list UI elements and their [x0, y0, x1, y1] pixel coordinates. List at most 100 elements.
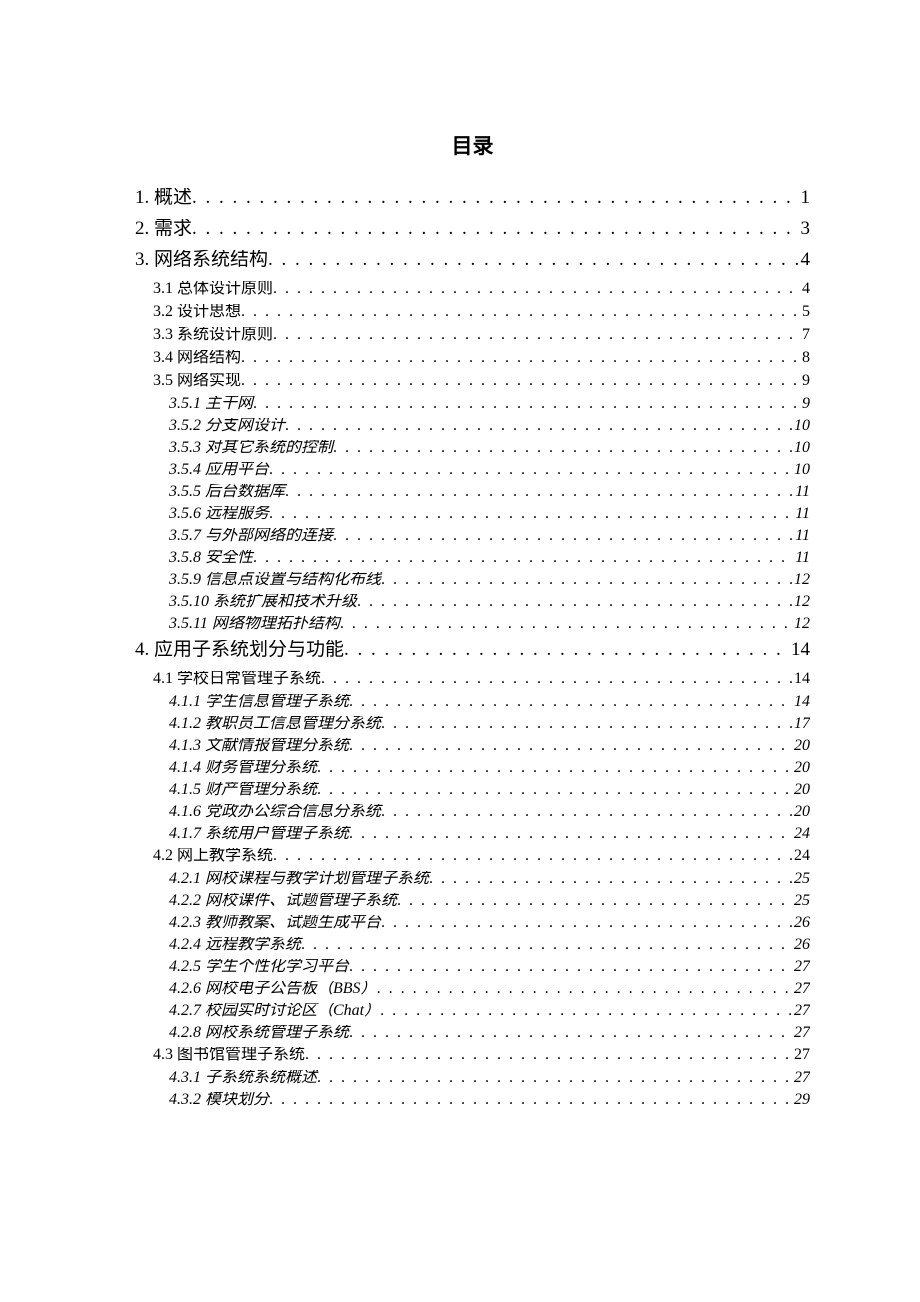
toc-dots — [321, 671, 792, 687]
toc-entry-page: 11 — [793, 484, 810, 500]
toc-entry-page: 10 — [792, 418, 810, 434]
toc-entry-page: 1 — [799, 188, 811, 207]
toc-entry: 3.2 设计思想 5 — [135, 304, 810, 320]
toc-dots — [285, 418, 792, 434]
toc-entry: 3.5.3 对其它系统的控制10 — [135, 440, 810, 456]
toc-entry-label: 3.4 网络结构 — [153, 350, 241, 366]
toc-entry: 1. 概述 1 — [135, 188, 810, 207]
toc-entry-label: 4.1.2 教职员工信息管理分系统 — [169, 716, 381, 732]
toc-entry: 4.3 图书馆管理子系统 27 — [135, 1047, 810, 1063]
toc-dots — [273, 848, 792, 864]
toc-dots — [381, 804, 792, 820]
toc-entry: 4.2.1 网校课程与教学计划管理子系统25 — [135, 871, 810, 887]
toc-entry-page: 11 — [793, 550, 810, 566]
toc-entry: 4.1.7 系统用户管理子系统 24 — [135, 826, 810, 842]
toc-entry-page: 26 — [792, 937, 810, 953]
toc-entry: 4. 应用子系统划分与功能14 — [135, 640, 810, 659]
toc-entry-label: 3.5.11 网络物理拓扑结构 — [169, 616, 340, 632]
toc-entry-page: 9 — [800, 373, 810, 389]
toc-entry: 3.5.7 与外部网络的连接11 — [135, 528, 810, 544]
toc-entry-label: 3.5.10 系统扩展和技术升级 — [169, 594, 357, 610]
toc-dots — [317, 1070, 792, 1086]
toc-container: 1. 概述12. 需求33. 网络系统结构43.1 总体设计原则43.2 设计思… — [135, 188, 810, 1108]
toc-dots — [333, 440, 792, 456]
toc-entry: 4.1.4 财务管理分系统 20 — [135, 760, 810, 776]
toc-dots — [349, 738, 792, 754]
toc-entry: 3.5.1 主干网9 — [135, 396, 810, 412]
toc-entry: 4.2.7 校园实时讨论区（Chat）27 — [135, 1003, 810, 1019]
toc-entry: 3.5.9 信息点设置与结构化布线12 — [135, 572, 810, 588]
toc-entry-page: 29 — [792, 1092, 810, 1108]
toc-dots — [349, 1025, 792, 1041]
toc-dots — [241, 373, 800, 389]
toc-entry-label: 4.1.7 系统用户管理子系统 — [169, 826, 349, 842]
toc-entry-label: 4.1.3 文献情报管理分系统 — [169, 738, 349, 754]
toc-entry-label: 4. 应用子系统划分与功能 — [135, 640, 344, 659]
toc-entry-label: 3.5.6 远程服务 — [169, 506, 269, 522]
toc-entry-page: 5 — [800, 304, 810, 320]
toc-dots — [305, 1047, 792, 1063]
toc-entry-label: 4.3 图书馆管理子系统 — [153, 1047, 305, 1063]
toc-entry: 4.2.6 网校电子公告板（BBS）27 — [135, 981, 810, 997]
toc-entry-label: 4.1.4 财务管理分系统 — [169, 760, 317, 776]
toc-entry-label: 4.1.1 学生信息管理子系统 — [169, 694, 349, 710]
toc-entry-label: 3.5.2 分支网设计 — [169, 418, 285, 434]
toc-entry: 3.5.2 分支网设计 10 — [135, 418, 810, 434]
toc-entry-label: 3.5.1 主干网 — [169, 396, 253, 412]
toc-entry-page: 12 — [792, 616, 810, 632]
toc-entry-page: 20 — [792, 782, 810, 798]
toc-entry-page: 20 — [792, 804, 810, 820]
toc-dots — [317, 760, 792, 776]
toc-dots — [429, 871, 792, 887]
toc-entry: 3.5 网络实现 9 — [135, 373, 810, 389]
toc-entry-label: 4.1.5 财产管理分系统 — [169, 782, 317, 798]
toc-entry: 4.2.5 学生个性化学习平台27 — [135, 959, 810, 975]
toc-entry-label: 3.5.7 与外部网络的连接 — [169, 528, 333, 544]
toc-entry-page: 27 — [792, 1070, 810, 1086]
toc-entry: 3.3 系统设计原则7 — [135, 327, 810, 343]
toc-entry-page: 10 — [792, 440, 810, 456]
toc-entry-page: 24 — [792, 826, 810, 842]
toc-entry-page: 17 — [792, 716, 810, 732]
toc-entry-label: 4.3.2 模块划分 — [169, 1092, 269, 1108]
toc-dots — [241, 304, 800, 320]
toc-entry-page: 14 — [792, 671, 810, 687]
toc-entry-page: 20 — [792, 760, 810, 776]
toc-dots — [349, 694, 792, 710]
toc-entry-page: 10 — [792, 462, 810, 478]
toc-entry: 3.5.11 网络物理拓扑结构 12 — [135, 616, 810, 632]
toc-dots — [273, 281, 800, 297]
toc-entry: 4.1.5 财产管理分系统 20 — [135, 782, 810, 798]
toc-entry-label: 1. 概述 — [135, 188, 192, 207]
toc-entry-page: 24 — [792, 848, 810, 864]
toc-entry-page: 11 — [793, 506, 810, 522]
toc-dots — [241, 350, 800, 366]
toc-entry-label: 3.5.4 应用平台 — [169, 462, 269, 478]
toc-entry: 4.2 网上教学系统 24 — [135, 848, 810, 864]
toc-entry-page: 4 — [800, 281, 810, 297]
toc-dots — [192, 219, 798, 238]
toc-entry-page: 25 — [792, 893, 810, 909]
toc-entry-label: 4.2 网上教学系统 — [153, 848, 273, 864]
toc-entry: 3.4 网络结构8 — [135, 350, 810, 366]
toc-entry: 4.1.2 教职员工信息管理分系统 17 — [135, 716, 810, 732]
toc-entry: 4.1.3 文献情报管理分系统20 — [135, 738, 810, 754]
toc-dots — [269, 506, 793, 522]
toc-dots — [253, 396, 800, 412]
toc-entry-page: 27 — [792, 1047, 810, 1063]
toc-entry-page: 14 — [792, 694, 810, 710]
toc-dots — [377, 981, 792, 997]
toc-dots — [349, 959, 792, 975]
toc-entry-label: 3.2 设计思想 — [153, 304, 241, 320]
toc-entry-label: 3.5 网络实现 — [153, 373, 241, 389]
toc-entry: 4.2.3 教师教案、试题生成平台26 — [135, 915, 810, 931]
toc-entry-page: 27 — [792, 1003, 810, 1019]
toc-dots — [380, 1003, 792, 1019]
toc-dots — [253, 550, 793, 566]
toc-dots — [333, 528, 793, 544]
toc-dots — [285, 484, 793, 500]
toc-dots — [317, 782, 792, 798]
toc-entry-label: 4.2.3 教师教案、试题生成平台 — [169, 915, 381, 931]
toc-dots — [269, 462, 792, 478]
toc-entry-page: 27 — [792, 981, 810, 997]
